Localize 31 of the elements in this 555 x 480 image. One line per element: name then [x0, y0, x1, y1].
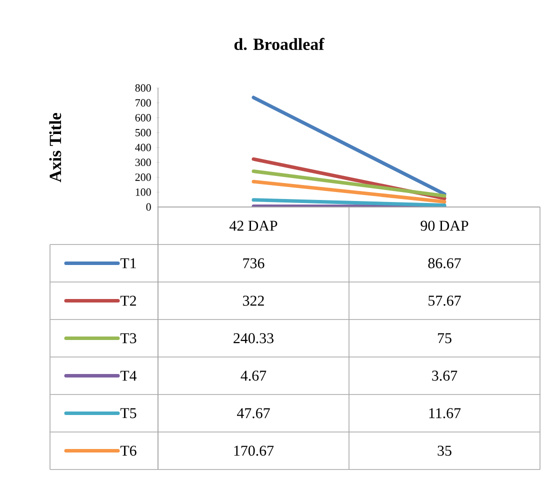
- data-label: 11.67: [429, 408, 461, 418]
- y-tick-label: 300: [135, 158, 151, 166]
- data-label: 57.67: [428, 296, 461, 306]
- y-tick-label: 200: [135, 174, 151, 181]
- data-label: 3.67: [432, 370, 458, 381]
- y-tick-label: 0: [146, 203, 151, 211]
- data-label: 240.33: [234, 333, 274, 344]
- x-tick-label: 90 DAP: [420, 220, 468, 231]
- data-label: 86.67: [428, 258, 461, 268]
- data-label: 322: [243, 296, 264, 306]
- legend-label: T1: [120, 258, 136, 268]
- data-label: 4.67: [240, 370, 266, 381]
- data-label: 736: [243, 258, 264, 268]
- legend-label: T3: [120, 333, 136, 344]
- legend-label: T5: [120, 408, 136, 418]
- x-tick-label: 42 DAP: [230, 220, 278, 231]
- legend-label: T6: [120, 446, 136, 456]
- data-label: 35: [438, 446, 452, 456]
- data-label: 47.67: [236, 408, 270, 418]
- y-tick-label: 800: [135, 84, 151, 92]
- y-tick-label: 400: [135, 144, 151, 152]
- legend-label: T2: [120, 296, 136, 306]
- data-label: 170.67: [234, 446, 274, 456]
- y-axis-title: Axis Title: [49, 113, 62, 182]
- y-tick-label: 600: [135, 114, 151, 122]
- y-tick-label: 700: [136, 99, 151, 107]
- legend-label: T4: [120, 370, 137, 381]
- y-tick-label: 100: [136, 188, 151, 196]
- y-tick-label: 500: [136, 128, 151, 136]
- data-label: 75: [438, 333, 452, 344]
- chart-title: d. Broadleaf: [234, 38, 324, 50]
